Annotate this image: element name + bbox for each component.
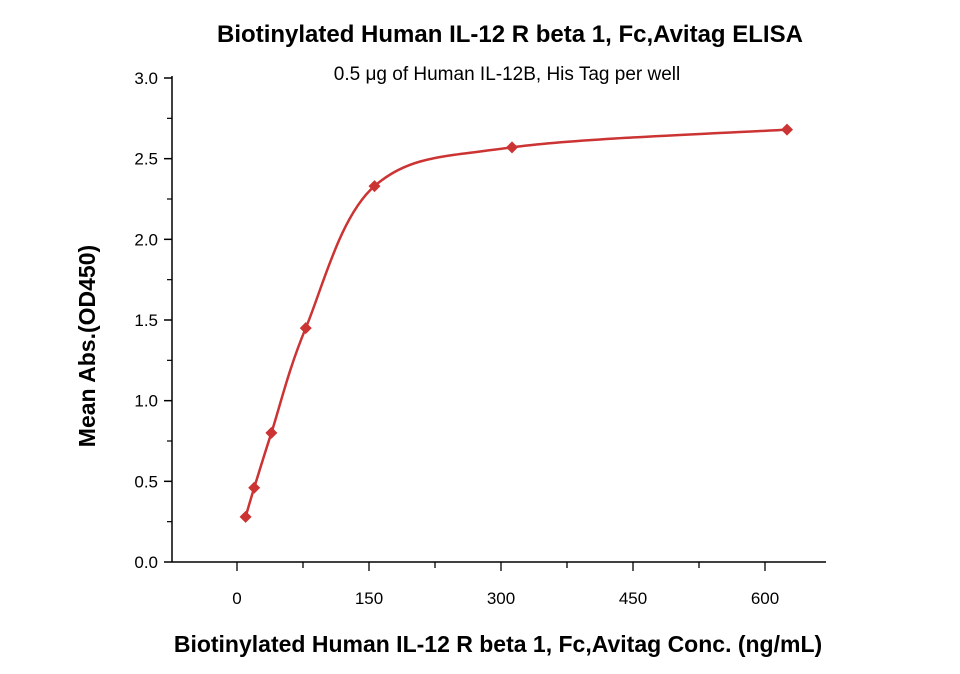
data-point — [781, 123, 793, 136]
y-tick-label: 2.0 — [134, 230, 158, 249]
x-tick-label: 150 — [355, 589, 383, 608]
x-tick-label: 0 — [232, 589, 241, 608]
data-points — [239, 123, 793, 523]
data-point — [506, 141, 518, 154]
data-point — [265, 426, 278, 439]
x-tick-label: 450 — [619, 589, 647, 608]
y-tick-label: 0.5 — [134, 472, 158, 491]
y-tick-label: 1.5 — [134, 311, 158, 330]
chart-subtitle: 0.5 μg of Human IL-12B, His Tag per well — [334, 64, 680, 85]
y-tick-label: 1.0 — [134, 392, 158, 411]
x-axis-label: Biotinylated Human IL-12 R beta 1, Fc,Av… — [174, 631, 822, 657]
chart-title: Biotinylated Human IL-12 R beta 1, Fc,Av… — [217, 21, 803, 48]
y-tick-label: 2.5 — [134, 150, 158, 169]
y-tick-label: 3.0 — [134, 69, 158, 88]
y-tick-label: 0.0 — [134, 553, 158, 572]
ticks: 0.0 0.5 1.0 1.5 2.0 2.5 3.0 0 150 300 450 600 — [134, 69, 779, 608]
fit-curve — [244, 128, 788, 518]
data-point — [368, 180, 381, 193]
data-point — [299, 322, 312, 335]
x-tick-label: 600 — [751, 589, 779, 608]
data-point — [239, 510, 252, 523]
data-point — [248, 481, 261, 494]
y-axis-label: Mean Abs.(OD450) — [74, 245, 100, 447]
x-tick-label: 300 — [487, 589, 515, 608]
